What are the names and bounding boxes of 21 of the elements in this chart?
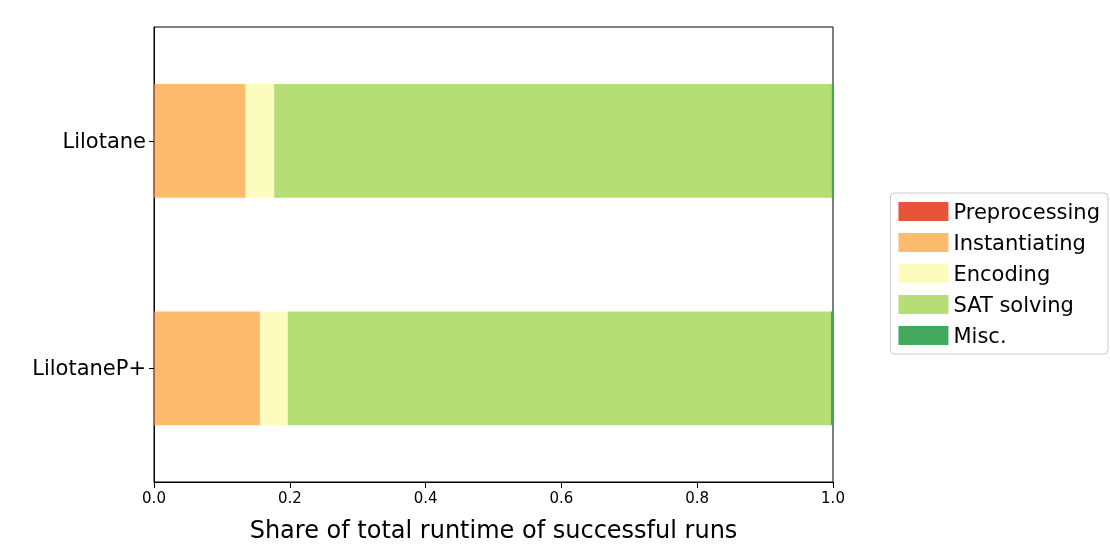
y-tick-label: LilotaneP+ (32, 356, 146, 381)
x-tick-label: 0.0 (142, 488, 166, 507)
legend-label: Encoding (953, 261, 1051, 286)
bar (274, 83, 832, 198)
bar (154, 83, 246, 198)
bar (245, 83, 275, 198)
legend-label: SAT solving (953, 292, 1074, 317)
legend-label: Misc. (953, 323, 1007, 348)
bar (830, 311, 833, 426)
legend-label: Preprocessing (953, 199, 1100, 224)
y-tick-label: Lilotane (62, 128, 146, 153)
bar (287, 311, 831, 426)
legend-label: Instantiating (953, 230, 1086, 255)
bar (259, 311, 288, 426)
x-tick-label: 0.8 (685, 488, 710, 507)
x-tick-label: 0.2 (277, 488, 302, 507)
bar (154, 311, 260, 426)
x-axis-title: Share of total runtime of successful runs (249, 516, 738, 544)
x-tick-label: 0.4 (413, 488, 438, 507)
x-tick-label: 1.0 (821, 488, 845, 507)
x-tick-label: 0.6 (549, 488, 574, 507)
